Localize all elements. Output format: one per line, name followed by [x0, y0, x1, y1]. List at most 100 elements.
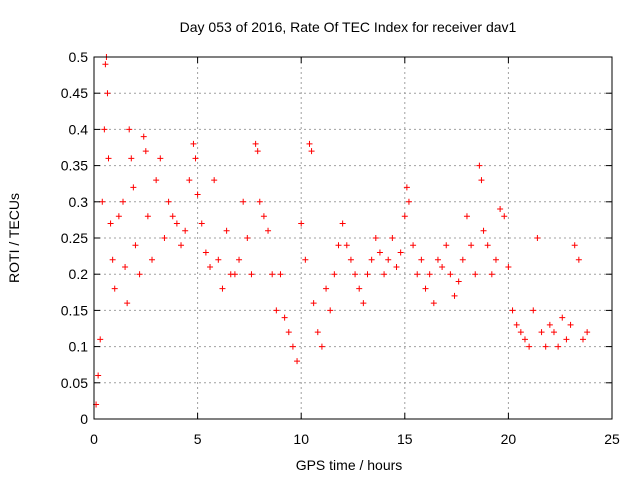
- y-tick-label: 0.05: [61, 375, 88, 391]
- data-point: [273, 307, 280, 314]
- data-point: [472, 271, 479, 278]
- data-point: [335, 242, 342, 249]
- data-point: [318, 343, 325, 350]
- data-point: [492, 256, 499, 263]
- data-point: [476, 162, 483, 169]
- x-tick-label: 0: [90, 431, 98, 447]
- data-point: [352, 271, 359, 278]
- data-point: [364, 271, 371, 278]
- data-point: [298, 220, 305, 227]
- data-point: [265, 227, 272, 234]
- data-point: [484, 242, 491, 249]
- data-point: [414, 271, 421, 278]
- data-point: [194, 191, 201, 198]
- data-point: [526, 343, 533, 350]
- data-point: [144, 213, 151, 220]
- x-tick-label: 25: [604, 431, 620, 447]
- data-point: [294, 358, 301, 365]
- data-point: [418, 256, 425, 263]
- data-point: [211, 177, 218, 184]
- data-point: [101, 126, 108, 133]
- data-point: [521, 336, 528, 343]
- y-tick-label: 0.35: [61, 158, 88, 174]
- data-point: [555, 343, 562, 350]
- data-point: [339, 220, 346, 227]
- data-point: [405, 198, 412, 205]
- data-point: [434, 256, 441, 263]
- data-point: [223, 227, 230, 234]
- data-point: [463, 213, 470, 220]
- chart-title: Day 053 of 2016, Rate Of TEC Index for r…: [180, 19, 517, 35]
- data-point: [124, 300, 131, 307]
- data-point: [534, 235, 541, 241]
- data-point: [306, 140, 313, 147]
- data-point: [248, 271, 255, 278]
- data-point: [198, 220, 205, 227]
- data-point: [104, 90, 111, 97]
- data-point: [356, 285, 363, 292]
- data-point: [447, 271, 454, 278]
- y-tick-label: 0.1: [69, 339, 89, 355]
- data-point: [563, 336, 570, 343]
- data-point: [102, 61, 109, 68]
- data-point: [157, 155, 164, 162]
- data-point: [439, 263, 446, 270]
- data-point: [360, 300, 367, 307]
- data-point: [410, 242, 417, 249]
- data-point: [165, 198, 172, 205]
- data-point: [254, 148, 261, 155]
- data-point: [130, 184, 137, 191]
- data-point: [186, 177, 193, 184]
- data-point: [99, 198, 106, 205]
- data-point: [478, 177, 485, 184]
- data-point: [517, 329, 524, 336]
- data-point: [468, 242, 475, 249]
- data-point: [256, 198, 263, 205]
- data-point: [455, 278, 462, 285]
- data-point: [401, 213, 408, 220]
- data-point: [169, 213, 176, 220]
- data-point: [260, 213, 267, 220]
- data-point: [368, 256, 375, 263]
- data-point: [530, 307, 537, 314]
- data-point: [505, 263, 512, 270]
- data-point: [173, 220, 180, 227]
- data-point: [542, 343, 549, 350]
- data-point: [314, 329, 321, 336]
- data-point: [120, 198, 127, 205]
- data-point: [240, 198, 247, 205]
- data-point: [550, 329, 557, 336]
- y-tick-label: 0.45: [61, 85, 88, 101]
- data-point: [285, 329, 292, 336]
- data-point: [385, 256, 392, 263]
- data-point: [372, 235, 379, 241]
- data-point: [207, 263, 214, 270]
- x-tick-label: 20: [501, 431, 517, 447]
- x-tick-label: 5: [194, 431, 202, 447]
- data-point: [202, 249, 209, 256]
- data-point: [310, 300, 317, 307]
- y-tick-label: 0.2: [69, 266, 89, 282]
- data-point: [575, 256, 582, 263]
- data-point: [111, 285, 118, 292]
- data-point: [192, 155, 199, 162]
- data-point: [397, 249, 404, 256]
- data-point: [109, 256, 116, 263]
- data-point: [389, 235, 396, 241]
- data-points: [93, 54, 591, 408]
- x-axis-label: GPS time / hours: [296, 457, 403, 473]
- data-point: [571, 242, 578, 249]
- data-point: [126, 126, 133, 133]
- x-tick-label: 15: [397, 431, 413, 447]
- data-point: [215, 256, 222, 263]
- data-point: [244, 235, 251, 241]
- data-point: [567, 321, 574, 328]
- data-point: [281, 314, 288, 321]
- data-point: [459, 256, 466, 263]
- data-point: [95, 372, 102, 379]
- data-point: [161, 235, 168, 241]
- grid-lines: [94, 57, 612, 419]
- data-point: [190, 140, 197, 147]
